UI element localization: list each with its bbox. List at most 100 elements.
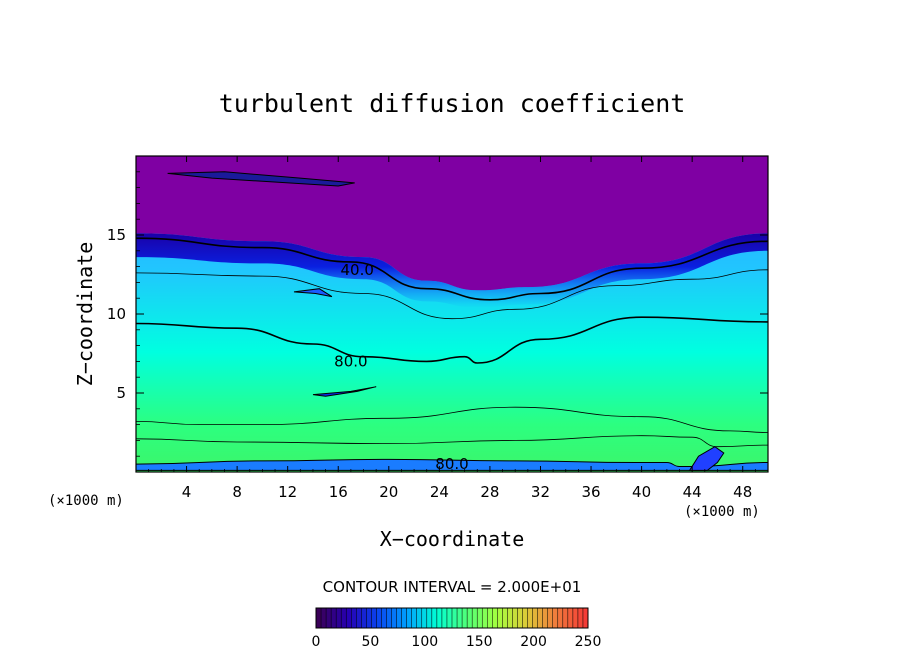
x-tick-label: 12 [278,483,297,501]
contour-label: 80.0 [435,455,468,473]
field-blob-2 [312,386,377,397]
colorbar-swatch [406,607,413,629]
y-axis-ticks: 5 10 15 [107,171,768,457]
colorbar-swatch [421,607,428,629]
x-tick-label: 8 [232,483,242,501]
colorbar-swatch [476,607,483,629]
colorbar-swatch [315,607,322,629]
x-axis-ticks: 4 8 12 16 20 24 28 32 36 40 44 48 [148,156,756,501]
colorbar-swatch [537,607,544,629]
colorbar-swatch [335,607,342,629]
colorbar-tick-label: 250 [575,634,602,650]
y-tick-label: 10 [107,305,126,323]
colorbar-swatch [567,607,574,629]
x-tick-label: 44 [683,483,702,501]
colorbar-swatch [366,607,372,629]
colorbar-swatch [517,607,523,629]
chart-title: turbulent diffusion coefficient [219,89,686,118]
colorbar-swatch [487,607,493,629]
contour-line-thin-lower [136,406,768,433]
contour-line-thin-upper [136,269,768,320]
colorbar-swatch [371,607,377,629]
field-blob-1 [293,288,333,298]
colorbar-swatch [471,607,478,629]
colorbar-tick-label: 50 [361,634,379,650]
colorbar-swatch [345,607,352,629]
colorbar-swatch [512,607,518,629]
colorbar-swatch [456,607,463,629]
colorbar-frame [315,607,589,629]
x-tick-label: 28 [480,483,499,501]
colorbar-swatch [325,607,332,629]
y-tick-label: 15 [107,226,126,244]
colorbar-swatch [527,607,534,629]
colorbar-tick-label: 0 [312,634,321,650]
colorbar-swatch [552,607,559,629]
colorbar-swatch [577,607,584,629]
colorbar-swatch [492,607,498,629]
colorbar-swatch [547,607,554,629]
colorbar-swatch [562,607,569,629]
colorbar-swatch [320,607,327,629]
colorbar-ticks: 0 50 100 150 200 250 [312,634,602,650]
colorbar [315,607,589,629]
colorbar-swatch [391,607,398,629]
colorbar-swatch [431,607,438,629]
colorbar-tick-label: 200 [520,634,547,650]
plot-area [136,156,768,472]
colorbar-swatch [376,607,382,629]
x-tick-label: 32 [531,483,550,501]
field-surface-feature [688,446,725,471]
colorbar-swatch [582,607,589,629]
colorbar-swatch [401,607,408,629]
colorbar-swatch [381,607,387,629]
colorbar-swatch [497,607,503,629]
colorbar-swatch [436,607,443,629]
field-transition-band [136,233,768,308]
contour-label: 80.0 [334,352,367,370]
x-axis-label: X−coordinate [380,527,525,551]
contour-interval-label: CONTOUR INTERVAL = 2.000E+01 [323,578,582,596]
colorbar-swatch [416,607,423,629]
contour-line-40 [136,237,768,301]
colorbar-swatch [466,607,473,629]
x-tick-label: 36 [581,483,600,501]
colorbar-swatch [557,607,564,629]
colorbar-swatch [330,607,337,629]
colorbar-swatch [451,607,458,629]
colorbar-swatch [340,607,347,629]
colorbar-swatch [441,607,448,629]
x-tick-label: 16 [329,483,348,501]
colorbar-swatch [446,607,453,629]
y-tick-label: 5 [116,384,126,402]
y-axis-label: Z−coordinate [73,242,97,387]
colorbar-swatch [396,607,403,629]
colorbar-swatch [572,607,579,629]
contour-line-80 [136,316,768,364]
colorbar-tick-label: 100 [411,634,438,650]
colorbar-swatch [361,607,367,629]
x-tick-label: 20 [379,483,398,501]
field-surface-band [136,458,768,471]
colorbar-swatch [411,607,418,629]
colorbar-swatch [461,607,468,629]
x-unit-label-left: (×1000 m) [48,493,124,509]
contour-labels: 40.0 80.0 80.0 [334,261,469,473]
contour-label: 40.0 [340,261,373,279]
colorbar-swatch [386,607,393,629]
colorbar-swatch [351,607,357,629]
colorbar-swatch [532,607,539,629]
x-tick-label: 24 [430,483,449,501]
colorbar-swatch [356,607,362,629]
x-tick-label: 40 [632,483,651,501]
x-unit-label-right: (×1000 m) [684,504,760,520]
colorbar-swatch [507,607,513,629]
x-tick-label: 48 [733,483,752,501]
colorbar-swatch [542,607,549,629]
colorbar-swatch [481,607,488,629]
colorbar-swatch [502,607,508,629]
colorbar-swatch [522,607,529,629]
field-upper-streak [167,171,355,187]
x-tick-label: 4 [182,483,192,501]
